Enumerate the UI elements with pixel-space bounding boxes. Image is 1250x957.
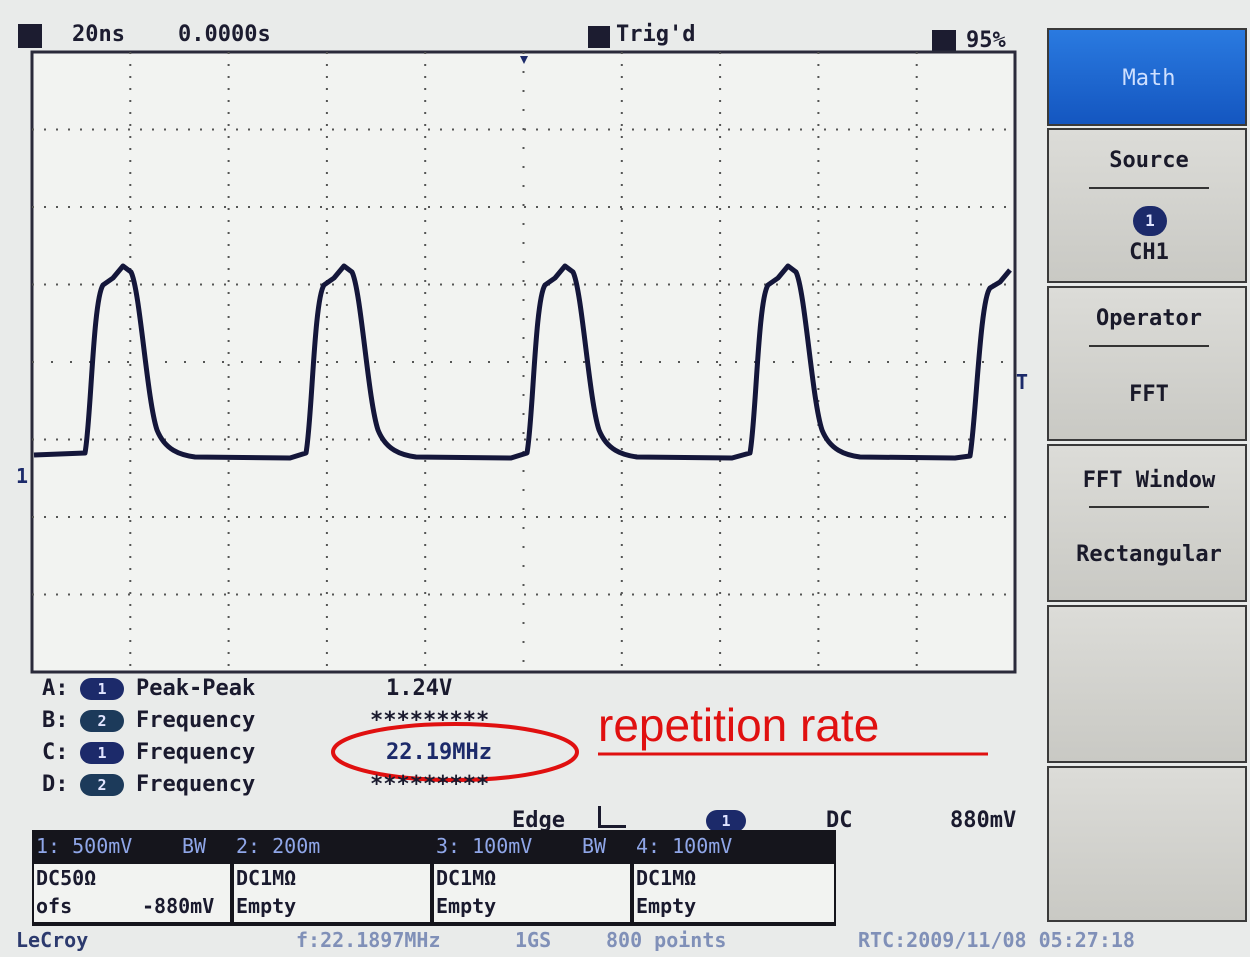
measurement-name: Frequency	[136, 708, 255, 733]
channel-scale: 3: 100mV	[436, 834, 532, 858]
record-length: 800 points	[606, 928, 726, 952]
measurement-name: Peak-Peak	[136, 676, 255, 701]
measurement-slot: A:	[42, 676, 69, 701]
edge-icon	[598, 806, 626, 828]
trigger-level: 880mV	[950, 808, 1016, 833]
measurement-channel: 2	[80, 774, 124, 796]
measurement-name: Frequency	[136, 772, 255, 797]
measurement-channel: 1	[80, 678, 124, 700]
measurement-slot: C:	[42, 740, 69, 765]
menu-label: Source	[1049, 148, 1249, 173]
menu-button[interactable]: Source 1 CH1	[1047, 128, 1247, 283]
annotation: repetition rate	[598, 698, 879, 752]
measurement-value: 1.24V	[386, 676, 452, 701]
channel-offset: -880mV	[142, 894, 214, 918]
menu-label: Operator	[1049, 306, 1249, 331]
measurement-value: *********	[370, 708, 489, 733]
graticule-frame	[32, 52, 1015, 672]
channel-offset-label: ofs	[36, 894, 72, 918]
channel-coupling: DC1MΩ	[436, 866, 496, 890]
menu-value: FFT	[1049, 382, 1249, 407]
channel-status: Empty	[436, 894, 496, 918]
menu-value: Rectangular	[1049, 542, 1249, 567]
channel-scale: 4: 100mV	[636, 834, 732, 858]
source-badge: 1	[1133, 206, 1167, 236]
trigger-channel: 1	[706, 810, 746, 832]
measurement-channel: 2	[80, 710, 124, 732]
channel-coupling: DC1MΩ	[636, 866, 696, 890]
menu-button[interactable]: FFT Window Rectangular	[1047, 444, 1247, 602]
channel-bw: BW	[182, 834, 206, 858]
menu-button-empty[interactable]	[1047, 766, 1247, 922]
channel-bw: BW	[582, 834, 606, 858]
measurement-value: *********	[370, 772, 489, 797]
menu-button[interactable]: Operator FFT	[1047, 286, 1247, 441]
menu-title: Math	[1049, 66, 1249, 91]
menu-value: CH1	[1049, 240, 1249, 265]
measurement-value: 22.19MHz	[386, 740, 492, 765]
measurement-channel: 1	[80, 742, 124, 764]
measurement-name: Frequency	[136, 740, 255, 765]
oscilloscope-screen: {"status_bar":{"timebase":"20ns","delay"…	[0, 0, 1250, 957]
sample-rate: 1GS	[515, 928, 551, 952]
channel-status: Empty	[236, 894, 296, 918]
menu-label: FFT Window	[1049, 468, 1249, 493]
measurement-slot: D:	[42, 772, 69, 797]
channel-coupling: DC50Ω	[36, 866, 96, 890]
channel-coupling: DC1MΩ	[236, 866, 296, 890]
clock: RTC:2009/11/08 05:27:18	[858, 928, 1135, 952]
menu-title-box[interactable]: Math	[1047, 28, 1247, 126]
fft-frequency: f:22.1897MHz	[296, 928, 441, 952]
brand: LeCroy	[16, 928, 88, 952]
measurement-slot: B:	[42, 708, 69, 733]
menu-button-empty[interactable]	[1047, 605, 1247, 763]
trigger-level-marker: T	[1016, 370, 1028, 394]
channel-marker: 1	[16, 464, 28, 488]
channel-status: Empty	[636, 894, 696, 918]
channel-scale: 1: 500mV	[36, 834, 132, 858]
channel-scale: 2: 200m	[236, 834, 320, 858]
